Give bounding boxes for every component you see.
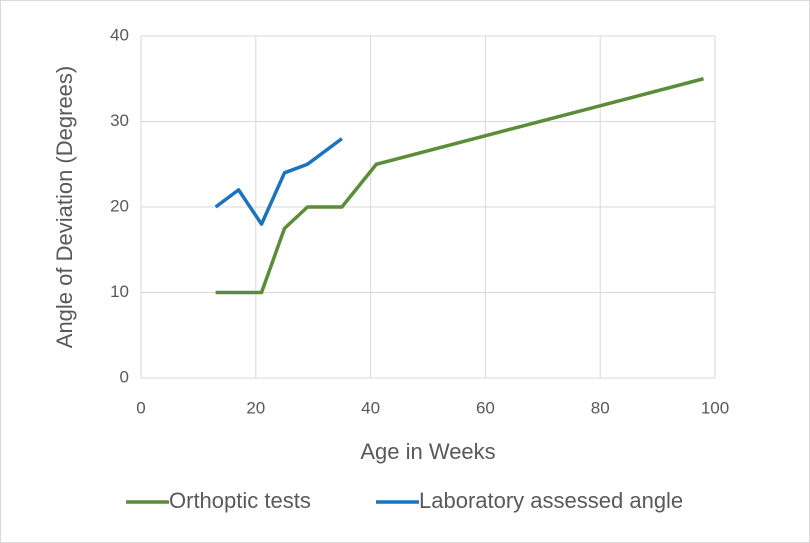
y-tick-label: 0 (120, 367, 129, 386)
y-tick-label: 30 (110, 111, 129, 130)
x-axis-label: Age in Weeks (360, 439, 495, 464)
x-tick-label: 80 (591, 398, 610, 417)
y-tick-label: 20 (110, 196, 129, 215)
series-line (215, 77, 704, 295)
legend-label: Laboratory assessed angle (419, 488, 683, 513)
x-tick-label: 60 (476, 398, 495, 417)
x-tick-label: 40 (361, 398, 380, 417)
legend-label: Orthoptic tests (169, 488, 311, 513)
series-line (214, 137, 343, 226)
x-tick-label: 100 (701, 398, 729, 417)
y-tick-label: 40 (110, 25, 129, 44)
x-tick-label: 0 (136, 398, 145, 417)
y-axis-label: Angle of Deviation (Degrees) (52, 66, 77, 348)
x-tick-label: 20 (246, 398, 265, 417)
y-tick-label: 10 (110, 282, 129, 301)
